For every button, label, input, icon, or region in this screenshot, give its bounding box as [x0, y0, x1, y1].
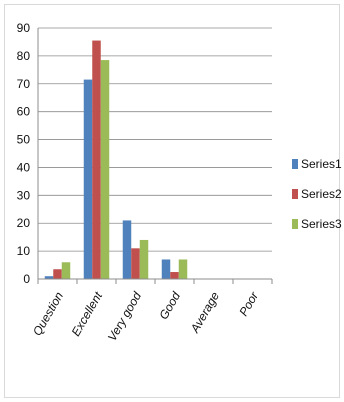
bar-series2-question: [53, 269, 62, 279]
gridlines: [38, 27, 272, 252]
x-tick-label: Excellent: [69, 289, 106, 339]
bar-series1-very-good: [122, 220, 132, 279]
x-tick-label: Poor: [236, 289, 261, 319]
legend-swatch-series1: [292, 159, 298, 169]
bar-series2-excellent: [92, 40, 101, 279]
bar-series3-question: [61, 262, 71, 279]
y-tick-label: 50: [17, 133, 31, 147]
legend-swatch-series2: [292, 189, 298, 199]
y-tick-label: 0: [23, 272, 30, 286]
x-tick-label: Average: [187, 289, 222, 336]
y-tick-label: 80: [17, 49, 31, 63]
y-tick-label: 30: [17, 188, 31, 202]
x-axis: Question Excellent Very good Good Average Poo…: [30, 278, 273, 343]
bar-series2-good: [170, 272, 179, 279]
y-tick-label: 60: [17, 105, 31, 119]
x-tick-label: Very good: [105, 289, 144, 343]
bar-series3-good: [178, 259, 188, 279]
y-tick-label: 40: [17, 160, 31, 174]
bars: [44, 40, 188, 280]
legend-swatch-series3: [292, 219, 298, 229]
legend-label-series3: Series3: [301, 217, 342, 231]
y-tick-label: 10: [17, 244, 31, 258]
x-tick-label: Good: [156, 289, 183, 322]
bar-series3-excellent: [100, 60, 110, 280]
bar-series3-very-good: [139, 239, 149, 279]
legend-label-series2: Series2: [301, 187, 342, 201]
chart-frame: [4, 4, 340, 398]
bar-series1-excellent: [83, 79, 93, 279]
x-tick-label: Question: [30, 289, 66, 338]
y-tick-label: 90: [17, 21, 31, 35]
y-tick-label: 20: [17, 216, 31, 230]
bar-series2-very-good: [131, 248, 140, 279]
legend: Series1 Series2 Series3: [292, 157, 342, 231]
bar-series1-question: [44, 276, 54, 279]
bar-series1-good: [161, 259, 171, 279]
y-tick-label: 70: [17, 77, 31, 91]
legend-label-series1: Series1: [301, 157, 342, 171]
y-axis: 0 10 20 30 40 50 60 70 80 90: [17, 21, 39, 286]
